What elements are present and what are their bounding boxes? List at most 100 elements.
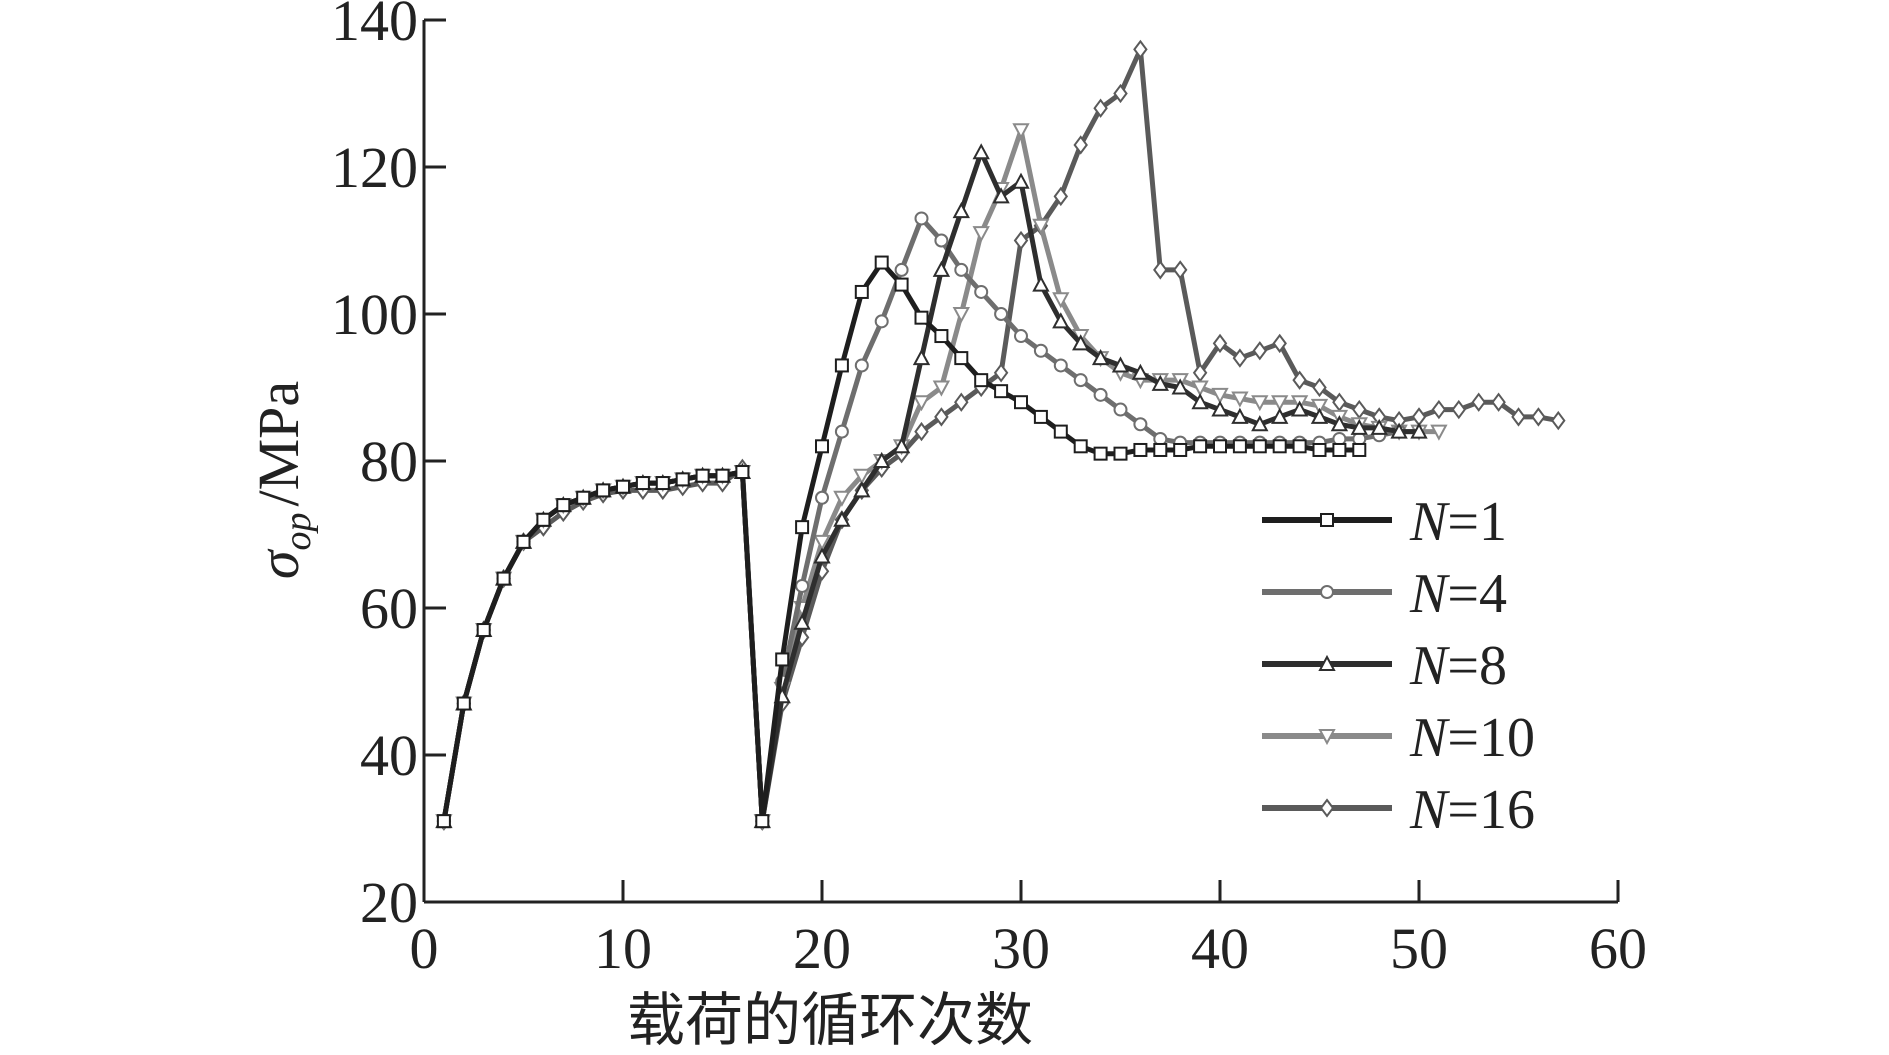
data-point (456, 696, 471, 711)
data-point (516, 534, 531, 549)
data-point (1133, 39, 1148, 60)
data-point (1271, 395, 1289, 412)
legend-entry: N=16 (1262, 779, 1535, 841)
data-point (932, 380, 951, 397)
data-point (1290, 400, 1309, 417)
data-point (1272, 439, 1287, 454)
data-point (1033, 343, 1048, 358)
data-point (1193, 439, 1208, 454)
data-point (874, 314, 889, 329)
data-point (1312, 377, 1327, 398)
data-point (1271, 407, 1289, 424)
series-line (441, 215, 1400, 824)
legend-label-var: N (1409, 563, 1450, 625)
data-point (1232, 348, 1248, 368)
data-point (1231, 407, 1249, 424)
legend-label: N=8 (1409, 635, 1507, 697)
data-point (1073, 135, 1088, 155)
legend-label-value: =4 (1447, 563, 1507, 625)
data-point (1172, 260, 1188, 280)
data-point (833, 490, 851, 507)
y-axis-subscript: op (277, 513, 319, 551)
data-point (914, 310, 929, 325)
data-point (934, 329, 949, 344)
data-point (1511, 407, 1526, 427)
data-point (1213, 439, 1227, 454)
data-point (952, 201, 970, 219)
legend-label-var: N (1409, 779, 1450, 841)
data-point (655, 476, 670, 491)
data-point (576, 490, 591, 505)
data-point (1451, 399, 1467, 420)
legend-marker (1319, 798, 1335, 818)
data-point (436, 814, 451, 829)
data-point (1330, 415, 1349, 432)
y-tick-label: 120 (331, 135, 418, 200)
data-point (1113, 446, 1128, 461)
data-point (1093, 387, 1108, 402)
data-point (932, 260, 951, 277)
data-point (1471, 392, 1486, 412)
data-point (1491, 392, 1506, 412)
data-point (993, 363, 1009, 383)
data-point (1131, 363, 1150, 380)
legend-marker (1318, 654, 1336, 671)
data-point (834, 424, 849, 439)
y-tick-label: 140 (331, 0, 418, 53)
legend-label: N=1 (1409, 491, 1507, 553)
data-point (1072, 334, 1090, 351)
legend-label: N=4 (1409, 563, 1507, 625)
data-point (1014, 329, 1028, 344)
data-point (1053, 186, 1069, 207)
data-point (1211, 400, 1229, 417)
data-point (1390, 422, 1408, 439)
data-point (1252, 341, 1268, 361)
legend-entry: N=4 (1262, 563, 1507, 625)
data-point (536, 512, 551, 527)
data-point (914, 421, 929, 442)
legend-label-var: N (1409, 707, 1450, 769)
data-point (1231, 391, 1249, 408)
data-point (992, 187, 1010, 204)
y-axis-symbol: σ (246, 548, 311, 579)
legend-label-var: N (1409, 491, 1450, 553)
x-tick-label: 30 (992, 916, 1050, 981)
data-point (892, 437, 911, 454)
data-point (1310, 407, 1329, 424)
data-point (1272, 333, 1287, 354)
legend: N=1N=4N=8N=10N=16 (1262, 491, 1535, 841)
data-point (1033, 409, 1048, 424)
legend-label-value: =10 (1447, 707, 1535, 769)
data-point (912, 348, 931, 366)
data-point (1352, 399, 1367, 420)
x-tick-label: 40 (1191, 916, 1249, 981)
data-point (813, 534, 831, 551)
legend-marker (1320, 585, 1334, 599)
x-axis-label: 载荷的循环次数 (627, 988, 1033, 1050)
data-point (496, 571, 511, 586)
data-point (934, 233, 949, 248)
x-tick-label: 10 (594, 916, 652, 981)
y-tick-label: 20 (360, 870, 418, 935)
data-point (853, 468, 871, 485)
data-point (755, 814, 770, 829)
legend-label: N=16 (1409, 779, 1535, 841)
data-point (556, 498, 571, 513)
series-line (441, 149, 1419, 824)
data-point (793, 613, 811, 630)
data-point (894, 277, 909, 292)
data-point (1332, 442, 1347, 457)
data-point (1410, 422, 1428, 439)
data-point (1113, 402, 1128, 417)
data-point (834, 358, 849, 373)
data-point (775, 652, 790, 667)
data-point (1153, 442, 1168, 457)
data-point (972, 143, 990, 160)
data-point (1171, 378, 1189, 395)
y-axis-unit: /MPa (246, 381, 311, 507)
data-point (1191, 380, 1209, 397)
legend-label-value: =1 (1447, 491, 1507, 553)
data-point (1091, 348, 1110, 366)
data-point (1151, 374, 1169, 391)
series-N8 (435, 143, 1428, 829)
